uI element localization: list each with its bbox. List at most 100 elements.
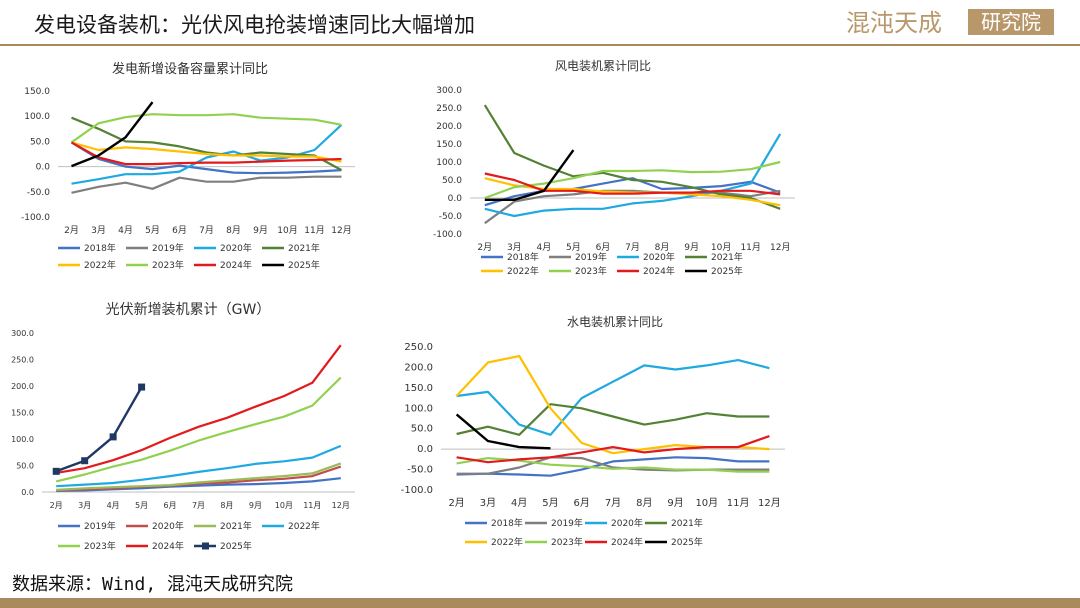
y-tick-label: 0.0 <box>21 488 34 497</box>
x-tick-label: 7月 <box>625 242 640 253</box>
y-tick-label: -100.0 <box>21 213 50 223</box>
chart-hydro-capacity-yoy: 水电装机累计同比 250.0 200.0 150.0 100.0 50.0 0.0 -50.0… <box>401 315 785 548</box>
brand-badge: 研究院 <box>968 9 1054 35</box>
legend-label: 2024年 <box>643 265 675 277</box>
legend-label: 2023年 <box>84 540 116 552</box>
legend-label: 2020年 <box>220 242 252 254</box>
chart-title: 水电装机累计同比 <box>567 315 663 329</box>
x-tick-label: 11月 <box>303 501 321 510</box>
y-tick-label: 0.0 <box>36 163 51 173</box>
x-tick-label: 4月 <box>511 497 527 509</box>
x-tick-label: 10月 <box>695 497 718 509</box>
source-note: 数据来源：Wind, 混沌天成研究院 <box>12 574 294 595</box>
legend-label: 2022年 <box>84 259 116 271</box>
y-tick-label: -100.0 <box>433 230 462 240</box>
legend-label: 2022年 <box>507 265 539 277</box>
x-tick-label: 9月 <box>667 497 683 509</box>
x-tick-label: 9月 <box>249 501 262 510</box>
x-tick-label: 9月 <box>684 242 699 253</box>
x-tick-label: 3月 <box>507 242 522 253</box>
x-tick-label: 7月 <box>605 497 621 509</box>
x-tick-label: 8月 <box>655 242 670 253</box>
x-tick-label: 5月 <box>135 501 148 510</box>
legend-label: 2024年 <box>152 540 184 552</box>
chart-title: 光伏新增装机累计（GW） <box>106 302 271 318</box>
legend-label: 2022年 <box>288 520 320 532</box>
data-point-marker <box>52 467 60 475</box>
brand-name: 混沌天成 <box>846 9 942 37</box>
legend-label: 2025年 <box>288 259 320 271</box>
series-line-2023年 <box>70 113 342 144</box>
series-line-2020年 <box>484 133 782 218</box>
x-tick-label: 6月 <box>596 242 611 253</box>
series-line-2018年 <box>70 141 342 175</box>
x-tick-label: 11月 <box>727 497 750 509</box>
x-tick-label: 10月 <box>275 501 293 510</box>
y-tick-label: 200.0 <box>436 122 462 132</box>
series-line-2025年 <box>71 101 154 168</box>
legend-label: 2019年 <box>84 520 116 532</box>
x-tick-label: 3月 <box>91 225 106 236</box>
y-tick-label: 50.0 <box>30 137 50 147</box>
legend-label: 2018年 <box>507 251 539 263</box>
legend-label: 2018年 <box>491 517 523 529</box>
x-tick-label: 2月 <box>448 497 464 509</box>
y-tick-label: 300.0 <box>11 329 34 338</box>
data-point-marker <box>109 433 117 441</box>
page-header: 发电设备装机：光伏风电抢装增速同比大幅增加 混沌天成 研究院 <box>0 0 1080 46</box>
legend-label: 2020年 <box>611 517 643 529</box>
x-tick-label: 11月 <box>304 225 324 236</box>
y-tick-label: 300.0 <box>436 86 462 96</box>
x-tick-label: 10月 <box>711 242 731 253</box>
legend-label: 2019年 <box>575 251 607 263</box>
x-tick-label: 6月 <box>574 497 590 509</box>
y-tick-label: -100.0 <box>401 485 433 496</box>
x-tick-label: 6月 <box>163 501 176 510</box>
y-tick-label: -50.0 <box>407 465 433 476</box>
series-line-2025年 <box>455 413 551 450</box>
x-tick-label: 3月 <box>78 501 91 510</box>
data-point-marker <box>138 383 146 391</box>
x-tick-label: 7月 <box>192 501 205 510</box>
x-tick-label: 4月 <box>107 501 120 510</box>
x-tick-label: 12月 <box>758 497 781 509</box>
brand-logo: 混沌天成 研究院 <box>846 7 1056 39</box>
legend-label: 2021年 <box>671 517 703 529</box>
x-tick-label: 5月 <box>566 242 581 253</box>
x-tick-label: 8月 <box>226 225 241 236</box>
x-tick-label: 4月 <box>536 242 551 253</box>
x-tick-label: 8月 <box>636 497 652 509</box>
series-line-2022年 <box>455 354 770 455</box>
y-tick-label: 100.0 <box>11 435 34 444</box>
y-tick-label: 150.0 <box>436 140 462 150</box>
series-line-2022年 <box>56 444 342 488</box>
legend-label: 2025年 <box>671 536 703 548</box>
y-tick-label: 150.0 <box>11 409 34 418</box>
series-line-2018年 <box>456 456 770 477</box>
series-line-2021年 <box>483 104 781 210</box>
chart-title: 风电装机累计同比 <box>555 59 651 73</box>
x-tick-label: 12月 <box>331 225 351 236</box>
y-tick-label: -50.0 <box>27 188 51 198</box>
chart-title: 发电新增设备容量累计同比 <box>112 61 268 77</box>
series-line-2019年 <box>484 189 781 225</box>
y-tick-label: 100.0 <box>24 112 50 122</box>
y-tick-label: 150.0 <box>24 87 50 97</box>
page-title: 发电设备装机：光伏风电抢装增速同比大幅增加 <box>34 13 475 37</box>
legend-label: 2023年 <box>575 265 607 277</box>
legend-label: 2020年 <box>643 251 675 263</box>
y-tick-label: 50.0 <box>411 424 433 435</box>
series-line-2024年 <box>484 172 781 196</box>
series-line-2020年 <box>456 359 770 436</box>
footer-bar <box>0 598 1080 608</box>
legend-label: 2025年 <box>711 265 743 277</box>
y-tick-label: 200.0 <box>404 362 433 373</box>
series-line-2021年 <box>456 403 770 436</box>
y-tick-label: 50.0 <box>442 176 462 186</box>
x-tick-label: 7月 <box>199 225 214 236</box>
x-tick-label: 8月 <box>220 501 233 510</box>
series-line-2022年 <box>71 141 342 163</box>
y-tick-label: 0.0 <box>448 194 463 204</box>
x-tick-label: 3月 <box>480 497 496 509</box>
y-tick-label: 100.0 <box>404 403 433 414</box>
